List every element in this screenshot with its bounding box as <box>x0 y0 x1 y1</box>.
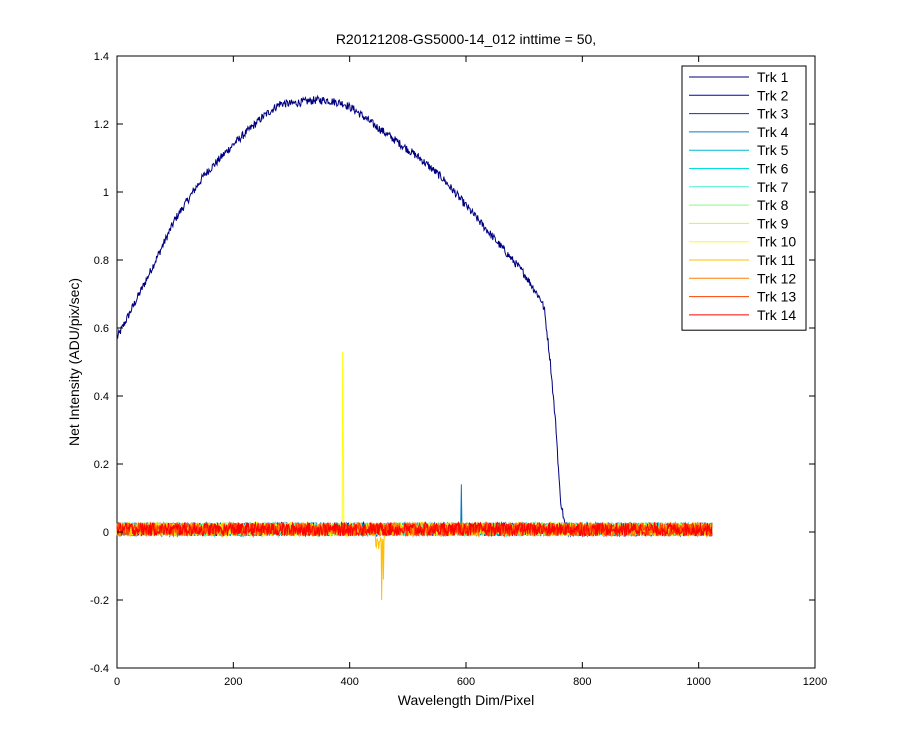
ticks-layer: 0 200 400 600 800 1000 1200 -0.4 -0.2 0 0.2 0.4 0.6 0… <box>90 51 827 688</box>
legend-label: Trk 8 <box>757 197 789 213</box>
legend-label: Trk 9 <box>757 215 789 231</box>
x-tick-label: 400 <box>340 676 358 688</box>
x-tick-label: 0 <box>114 676 120 688</box>
x-tick-label: 200 <box>224 676 242 688</box>
y-tick-label: 1.4 <box>94 51 109 63</box>
y-tick-label: -0.2 <box>90 595 109 607</box>
legend-label: Trk 14 <box>757 307 796 323</box>
x-tick-label: 600 <box>457 676 475 688</box>
legend-label: Trk 3 <box>757 106 789 122</box>
y-axis-label: Net Intensity (ADU/pix/sec) <box>66 278 82 446</box>
legend: Trk 1 Trk 2 Trk 3 Trk 4 Trk 5 Trk 6 Trk 7 Trk 8… <box>681 65 807 331</box>
x-tick-label: 1200 <box>803 676 827 688</box>
legend-label: Trk 4 <box>757 124 789 140</box>
legend-label: Trk 13 <box>757 289 796 305</box>
y-tick-label: -0.4 <box>90 663 109 675</box>
legend-label: Trk 12 <box>757 270 796 286</box>
y-tick-label: 1 <box>103 187 109 199</box>
y-tick-label: 0.6 <box>94 323 109 335</box>
chart-title: R20121208-GS5000-14_012 inttime = 50, <box>336 31 596 47</box>
legend-label: Trk 10 <box>757 234 796 250</box>
series-layer <box>116 94 713 601</box>
y-tick-label: 0.8 <box>94 255 109 267</box>
y-tick-label: 0.4 <box>94 391 109 403</box>
legend-label: Trk 6 <box>757 161 789 177</box>
legend-label: Trk 1 <box>757 69 789 85</box>
legend-label: Trk 2 <box>757 87 789 103</box>
legend-label: Trk 7 <box>757 179 789 195</box>
y-tick-label: 0.2 <box>94 459 109 471</box>
x-tick-label: 1000 <box>686 676 710 688</box>
legend-label: Trk 5 <box>757 142 789 158</box>
legend-label: Trk 11 <box>757 252 795 268</box>
x-tick-label: 800 <box>573 676 591 688</box>
legend-box <box>681 65 807 331</box>
y-tick-label: 0 <box>103 527 109 539</box>
series-line-trk-14 <box>116 520 713 538</box>
y-tick-label: 1.2 <box>94 119 109 131</box>
x-axis-label: Wavelength Dim/Pixel <box>398 692 534 708</box>
